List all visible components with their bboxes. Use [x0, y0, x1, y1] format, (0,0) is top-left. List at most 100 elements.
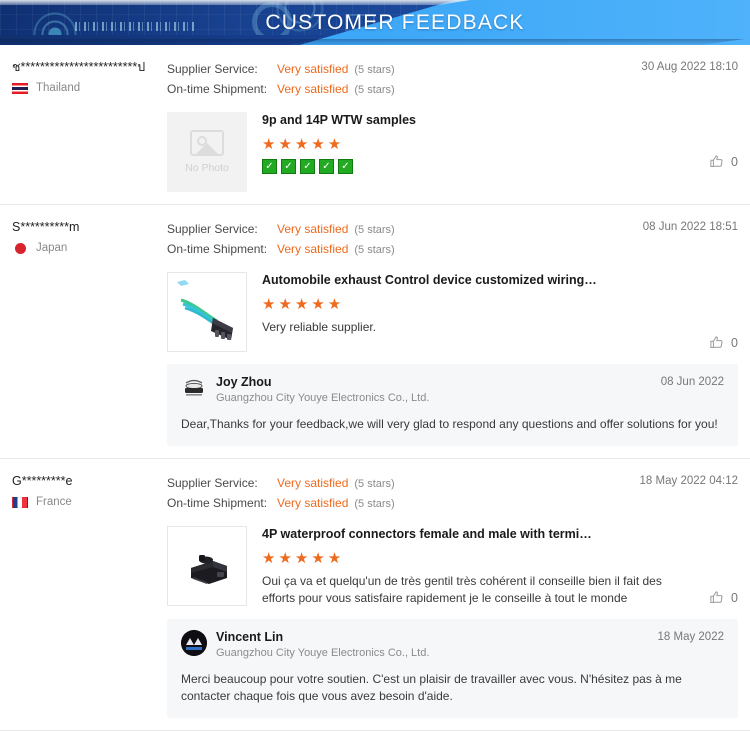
- on-time-shipment-stars-note: (5 stars): [354, 84, 395, 96]
- on-time-shipment-value: Very satisfied: [277, 496, 349, 510]
- supplier-logo-sketch-icon: [185, 379, 203, 396]
- buyer-name: G*********e: [12, 474, 73, 488]
- review-body: No Photo 9p and 14P WTW samples ★★★★★ ✓ …: [12, 112, 738, 192]
- supplier-reply: Joy Zhou Guangzhou City Youye Electronic…: [167, 364, 738, 446]
- on-time-shipment-row: On-time Shipment: Very satisfied (5 star…: [167, 494, 640, 514]
- buyer-info: ช************************ป Thailand: [12, 59, 167, 94]
- supplier-reply: Vincent Lin Guangzhou City Youye Electro…: [167, 619, 738, 718]
- like-count: 0: [731, 590, 738, 605]
- on-time-shipment-label: On-time Shipment:: [167, 496, 268, 510]
- flag-france-icon: [12, 496, 28, 508]
- thumbs-up-icon[interactable]: [709, 154, 724, 169]
- buyer-name: S**********m: [12, 220, 80, 234]
- supplier-company: Guangzhou City Youye Electronics Co., Lt…: [216, 392, 430, 404]
- rating-summary: Supplier Service: Very satisfied (5 star…: [167, 219, 643, 260]
- black-waterproof-connector-image: [169, 528, 245, 604]
- on-time-shipment-value: Very satisfied: [277, 242, 349, 256]
- review-content: Automobile exhaust Control device custom…: [262, 272, 697, 352]
- buyer-name: ช************************ป: [12, 60, 146, 74]
- check-icon: ✓: [262, 159, 277, 174]
- no-photo-label: No Photo: [185, 162, 229, 174]
- supplier-company: Guangzhou City Youye Electronics Co., Lt…: [216, 647, 430, 659]
- flag-japan-icon: [15, 242, 26, 254]
- review-check-marks: ✓ ✓ ✓ ✓ ✓: [262, 159, 697, 174]
- on-time-shipment-label: On-time Shipment:: [167, 82, 268, 96]
- supplier-service-label: Supplier Service:: [167, 222, 258, 236]
- buyer-country: Thailand: [12, 82, 167, 94]
- supplier-name: Joy Zhou: [216, 375, 272, 389]
- like-control[interactable]: 0: [709, 590, 738, 607]
- check-icon: ✓: [319, 159, 334, 174]
- on-time-shipment-label: On-time Shipment:: [167, 242, 268, 256]
- review-star-rating: ★★★★★: [262, 296, 345, 313]
- check-icon: ✓: [281, 159, 296, 174]
- supplier-service-stars-note: (5 stars): [354, 478, 395, 490]
- product-thumbnail[interactable]: [167, 272, 247, 352]
- supplier-reply-text: Merci beaucoup pour votre soutien. C'est…: [181, 672, 682, 703]
- buyer-country: France: [12, 496, 167, 508]
- review-item: ช************************ป Thailand Supp…: [0, 45, 750, 205]
- supplier-service-value: Very satisfied: [277, 62, 349, 76]
- buyer-country-label: Thailand: [36, 82, 81, 94]
- like-control[interactable]: 0: [709, 335, 738, 352]
- review-header: S**********m Japan Supplier Service: Ver…: [12, 219, 738, 260]
- banner-bottom-stripe: [0, 35, 330, 45]
- review-item: G*********e France Supplier Service: Ver…: [0, 459, 750, 731]
- rating-summary: Supplier Service: Very satisfied (5 star…: [167, 473, 640, 514]
- supplier-identity: Joy Zhou Guangzhou City Youye Electronic…: [216, 375, 651, 406]
- review-header: G*********e France Supplier Service: Ver…: [12, 473, 738, 514]
- review-body: 4P waterproof connectors female and male…: [12, 526, 738, 607]
- supplier-identity: Vincent Lin Guangzhou City Youye Electro…: [216, 630, 648, 661]
- supplier-logo-circle-icon: [181, 630, 207, 656]
- product-title[interactable]: 4P waterproof connectors female and male…: [262, 527, 592, 541]
- product-title[interactable]: Automobile exhaust Control device custom…: [262, 273, 597, 287]
- like-count: 0: [731, 154, 738, 169]
- supplier-service-row: Supplier Service: Very satisfied (5 star…: [167, 220, 643, 240]
- buyer-country-label: France: [36, 496, 72, 508]
- image-placeholder-icon: [190, 130, 224, 156]
- review-content: 9p and 14P WTW samples ★★★★★ ✓ ✓ ✓ ✓ ✓: [262, 112, 697, 192]
- supplier-service-label: Supplier Service:: [167, 62, 258, 76]
- review-body: Automobile exhaust Control device custom…: [12, 272, 738, 352]
- supplier-reply-text: Dear,Thanks for your feedback,we will ve…: [181, 417, 718, 431]
- on-time-shipment-stars-note: (5 stars): [354, 244, 395, 256]
- flag-thailand-icon: [12, 82, 28, 94]
- page-banner: CUSTOMER FEEDBACK: [0, 0, 750, 45]
- on-time-shipment-value: Very satisfied: [277, 82, 349, 96]
- product-thumbnail-placeholder[interactable]: No Photo: [167, 112, 247, 192]
- banner-bottom-shade: [0, 39, 745, 45]
- buyer-country-label: Japan: [36, 242, 68, 254]
- supplier-avatar: [181, 630, 207, 656]
- review-content: 4P waterproof connectors female and male…: [262, 526, 697, 607]
- supplier-service-value: Very satisfied: [277, 476, 349, 490]
- supplier-service-row: Supplier Service: Very satisfied (5 star…: [167, 60, 641, 80]
- review-header: ช************************ป Thailand Supp…: [12, 59, 738, 100]
- like-control[interactable]: 0: [709, 112, 738, 171]
- on-time-shipment-row: On-time Shipment: Very satisfied (5 star…: [167, 80, 641, 100]
- check-icon: ✓: [338, 159, 353, 174]
- supplier-service-value: Very satisfied: [277, 222, 349, 236]
- supplier-avatar: [181, 375, 207, 401]
- supplier-service-label: Supplier Service:: [167, 476, 258, 490]
- review-star-rating: ★★★★★: [262, 550, 345, 567]
- supplier-reply-header: Vincent Lin Guangzhou City Youye Electro…: [181, 630, 724, 661]
- buyer-info: G*********e France: [12, 473, 167, 508]
- review-date: 30 Aug 2022 18:10: [641, 61, 738, 73]
- review-comment: Oui ça va et quelqu'un de très gentil tr…: [262, 574, 662, 605]
- on-time-shipment-row: On-time Shipment: Very satisfied (5 star…: [167, 240, 643, 260]
- supplier-name: Vincent Lin: [216, 630, 284, 644]
- product-title[interactable]: 9p and 14P WTW samples: [262, 113, 416, 127]
- buyer-info: S**********m Japan: [12, 219, 167, 254]
- wire-harness-connector-image: [169, 274, 245, 350]
- review-date: 18 May 2022 04:12: [639, 475, 738, 487]
- supplier-service-stars-note: (5 stars): [354, 224, 395, 236]
- thumbs-up-icon[interactable]: [709, 590, 724, 605]
- supplier-reply-header: Joy Zhou Guangzhou City Youye Electronic…: [181, 375, 724, 406]
- product-thumbnail[interactable]: [167, 526, 247, 606]
- like-count: 0: [731, 335, 738, 350]
- banner-top-shade: [0, 0, 470, 5]
- review-star-rating: ★★★★★: [262, 136, 345, 153]
- thumbs-up-icon[interactable]: [709, 335, 724, 350]
- check-icon: ✓: [300, 159, 315, 174]
- supplier-service-row: Supplier Service: Very satisfied (5 star…: [167, 474, 640, 494]
